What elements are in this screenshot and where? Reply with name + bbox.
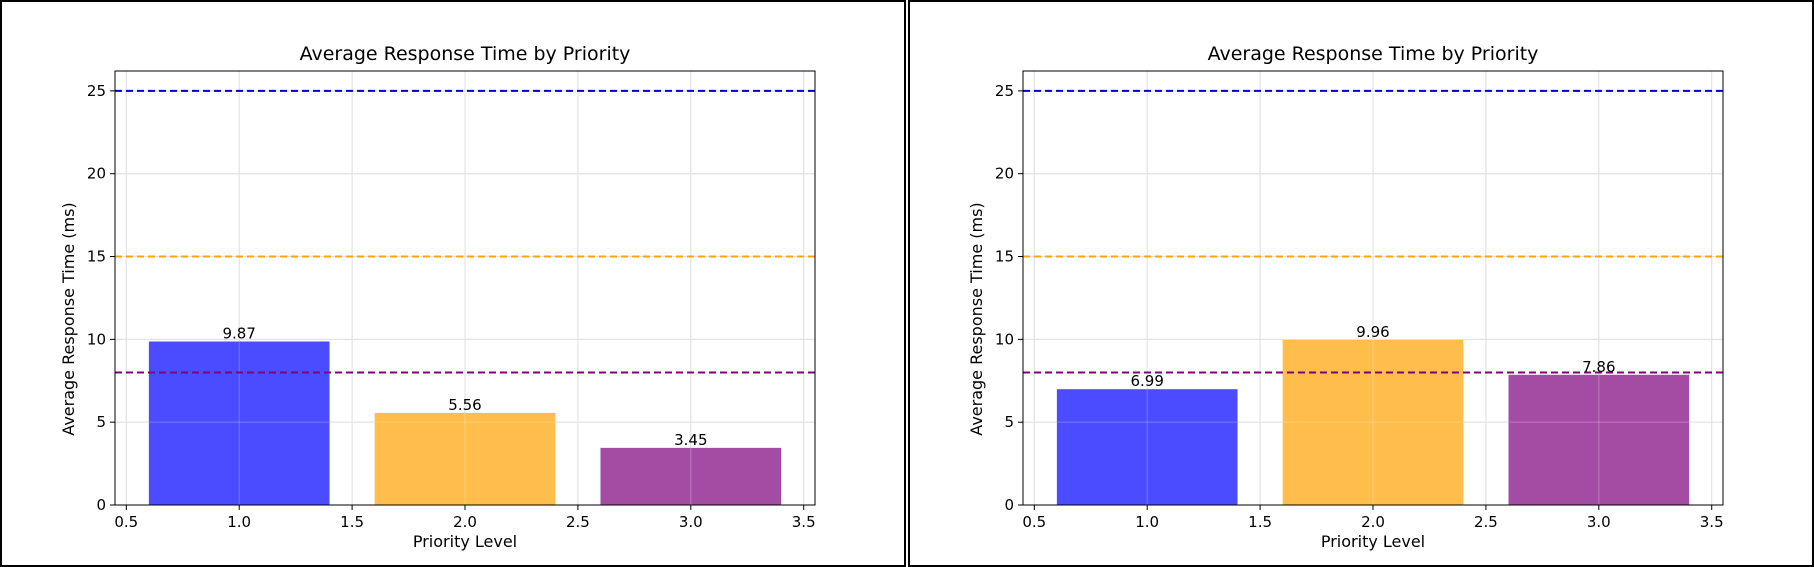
x-tick-label: 1.0 <box>1135 513 1159 531</box>
y-tick-label: 25 <box>87 82 106 100</box>
y-tick-label: 0 <box>96 496 106 514</box>
y-tick-label: 10 <box>995 330 1014 348</box>
y-tick-label: 10 <box>87 330 106 348</box>
bar <box>1508 374 1690 505</box>
chart-panel-left: Average Response Time by Priority Priori… <box>0 0 906 567</box>
x-tick-label: 1.5 <box>1248 513 1272 531</box>
y-tick-label: 20 <box>995 165 1014 183</box>
x-tick-label: 2.0 <box>453 513 477 531</box>
y-tick-label: 15 <box>995 248 1014 266</box>
y-tick-label: 5 <box>1004 413 1014 431</box>
x-tick-label: 3.5 <box>1700 513 1724 531</box>
bar-chart-left: Average Response Time by Priority Priori… <box>59 43 816 551</box>
data-label: 3.45 <box>674 431 707 449</box>
x-tick-label: 1.5 <box>340 513 364 531</box>
y-axis-label: Average Response Time (ms) <box>967 202 986 435</box>
bar <box>1056 389 1238 505</box>
x-axis-label: Priority Level <box>413 532 517 551</box>
data-label: 7.86 <box>1582 358 1615 376</box>
x-tick-label: 3.5 <box>792 513 816 531</box>
y-tick-label: 5 <box>96 413 106 431</box>
data-label: 9.87 <box>222 325 255 343</box>
bar-chart-right: Average Response Time by Priority Priori… <box>967 43 1724 551</box>
x-tick-label: 2.5 <box>1474 513 1498 531</box>
bar <box>148 341 330 505</box>
x-tick-label: 0.5 <box>114 513 138 531</box>
bar <box>374 412 556 505</box>
y-axis-label: Average Response Time (ms) <box>59 202 78 435</box>
chart-title: Average Response Time by Priority <box>300 43 631 65</box>
y-tick-label: 20 <box>87 165 106 183</box>
bar <box>600 447 782 505</box>
x-tick-label: 2.5 <box>566 513 590 531</box>
x-tick-label: 1.0 <box>227 513 251 531</box>
data-label: 6.99 <box>1130 372 1163 390</box>
x-axis-label: Priority Level <box>1321 532 1425 551</box>
chart-title: Average Response Time by Priority <box>1208 43 1539 65</box>
x-tick-label: 2.0 <box>1361 513 1385 531</box>
bar <box>1282 340 1464 505</box>
y-tick-label: 0 <box>1004 496 1014 514</box>
x-tick-label: 3.0 <box>1587 513 1611 531</box>
x-tick-label: 0.5 <box>1022 513 1046 531</box>
y-tick-label: 15 <box>87 248 106 266</box>
data-label: 5.56 <box>448 396 481 414</box>
chart-panel-right: Average Response Time by Priority Priori… <box>908 0 1814 567</box>
data-label: 9.96 <box>1356 323 1389 341</box>
x-tick-label: 3.0 <box>679 513 703 531</box>
y-tick-label: 25 <box>995 82 1014 100</box>
